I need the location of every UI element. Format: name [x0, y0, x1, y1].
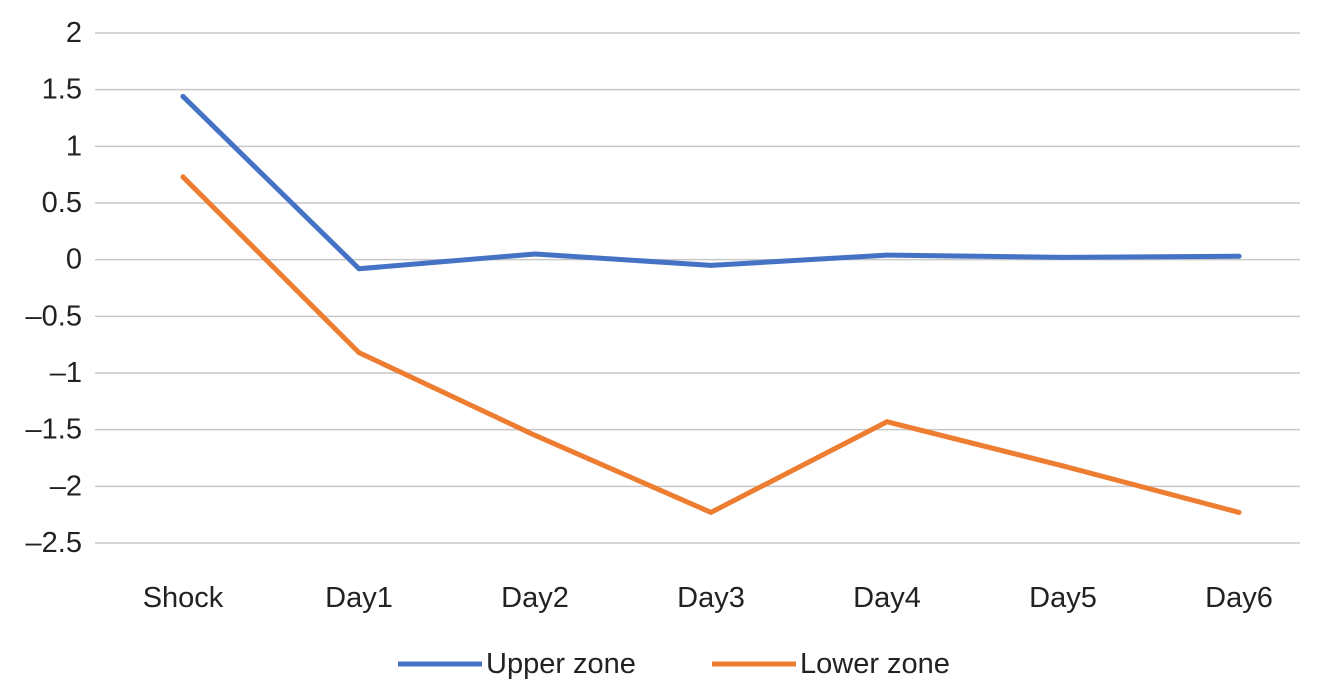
data-point-upper-zone	[708, 262, 714, 268]
y-tick-label: –1	[50, 357, 82, 389]
y-tick-label: –1.5	[26, 414, 82, 446]
data-point-lower-zone	[1060, 463, 1066, 469]
x-tick-label: Day6	[1205, 582, 1273, 614]
x-tick-label: Day5	[1029, 582, 1097, 614]
data-point-upper-zone	[1060, 254, 1066, 260]
legend-label-lower-zone: Lower zone	[800, 648, 950, 680]
y-tick-label: –0.5	[26, 300, 82, 332]
data-point-upper-zone	[356, 266, 362, 272]
data-point-lower-zone	[356, 350, 362, 356]
gridlines	[95, 32, 1300, 544]
y-tick-label: 1	[66, 130, 82, 162]
series-line-upper-zone	[180, 93, 1242, 272]
y-axis-tick-labels: 2 1.5 1 0.5 0 –0.5 –1 –1.5 –2 –2.5	[26, 17, 82, 559]
data-point-lower-zone	[180, 174, 186, 180]
x-tick-label: Day3	[677, 582, 745, 614]
data-point-upper-zone	[532, 251, 538, 257]
legend: Upper zone Lower zone	[398, 648, 950, 680]
y-tick-label: –2	[50, 470, 82, 502]
y-tick-label: 0.5	[42, 187, 82, 219]
data-point-lower-zone	[708, 509, 714, 515]
x-tick-label: Day4	[853, 582, 921, 614]
x-axis-tick-labels: Shock Day1 Day2 Day3 Day4 Day5 Day6	[143, 582, 1273, 614]
y-tick-label: 2	[66, 17, 82, 49]
x-tick-label: Day2	[501, 582, 569, 614]
series-lines	[180, 93, 1242, 515]
y-tick-label: 0	[66, 244, 82, 276]
data-point-upper-zone	[884, 252, 890, 258]
x-tick-label: Shock	[143, 582, 224, 614]
data-point-lower-zone	[1236, 509, 1242, 515]
y-tick-label: –2.5	[26, 527, 82, 559]
x-tick-label: Day1	[325, 582, 393, 614]
y-tick-label: 1.5	[42, 74, 82, 106]
data-point-lower-zone	[532, 432, 538, 438]
data-point-upper-zone	[1236, 253, 1242, 259]
data-point-upper-zone	[180, 93, 186, 99]
series-line-lower-zone	[180, 174, 1242, 515]
legend-label-upper-zone: Upper zone	[486, 648, 636, 680]
data-point-lower-zone	[884, 419, 890, 425]
